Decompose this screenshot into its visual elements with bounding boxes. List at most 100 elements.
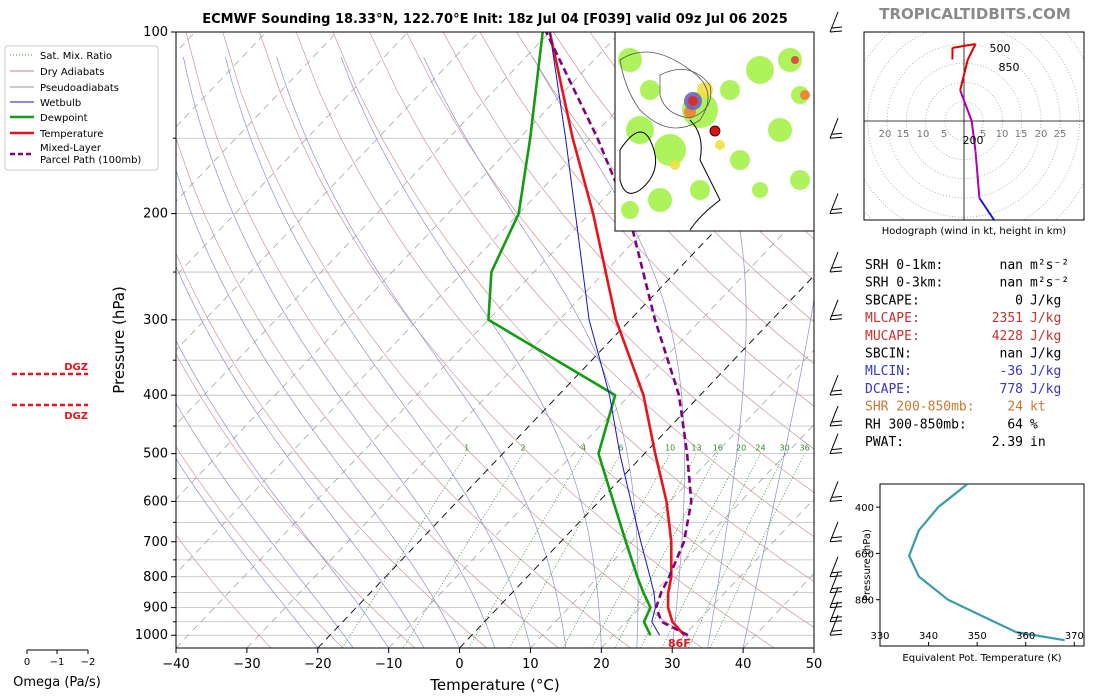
wind-barb-flag — [829, 318, 843, 321]
pseudoadiabat — [182, 56, 496, 648]
pseudoadiabat — [176, 402, 354, 648]
mixing-ratio-line — [591, 453, 697, 648]
index-unit: in — [1030, 435, 1046, 450]
dgz-label-top: DGZ — [64, 362, 88, 373]
wind-barb-staff — [829, 11, 839, 33]
surface-temp-label: 86F — [668, 637, 691, 650]
wind-barb-flag — [831, 536, 843, 539]
precip-blob — [621, 201, 639, 219]
precip-blob — [648, 188, 672, 212]
index-value: 0 — [1015, 293, 1023, 308]
theta-e-frame — [879, 483, 1085, 647]
theta-e-y-tick-label: 600 — [855, 549, 874, 560]
pseudoadiabat — [176, 339, 389, 648]
legend-label-parcel-2: Parcel Path (100mb) — [40, 155, 141, 166]
index-value: 64 — [1007, 417, 1023, 432]
index-label: SBCAPE: — [865, 293, 920, 308]
index-unit: J/kg — [1030, 382, 1061, 397]
wind-barb-staff — [829, 299, 839, 320]
inset-map — [615, 32, 814, 231]
precip-blob — [800, 90, 810, 100]
pseudoadiabat — [225, 56, 531, 648]
mixing-ratio-line — [661, 453, 761, 648]
theta-e-x-tick-label: 360 — [1016, 631, 1035, 642]
wind-barb-flag — [829, 575, 843, 578]
index-value: nan — [1000, 276, 1023, 291]
legend: Sat. Mix. Ratio Dry Adiabats Pseudoadiab… — [4, 45, 159, 171]
wind-barb-staff — [829, 193, 839, 214]
wind-barb-flag — [831, 420, 843, 423]
precip-blob — [626, 116, 654, 144]
wind-barb-staff — [829, 481, 839, 502]
pseudoadiabat — [176, 169, 460, 648]
series-dewpoint — [487, 32, 652, 636]
index-value: -36 — [1000, 364, 1023, 379]
hodo-ring-label: 25 — [1054, 129, 1067, 140]
pressure-tick-label: 1000 — [135, 628, 168, 643]
hodograph-frame — [863, 31, 1085, 221]
dry-adiabat — [406, 32, 814, 493]
wind-barb-flag — [829, 136, 843, 139]
temperature-tick-label: 10 — [522, 657, 539, 672]
theta-e-trace — [907, 484, 1065, 642]
temperature-tick-label: 0 — [455, 657, 463, 672]
wind-barb-flag — [829, 212, 843, 215]
series-temperature — [548, 32, 686, 637]
precip-blob — [690, 180, 710, 200]
pressure-tick-label: 600 — [143, 494, 168, 509]
temperature-tick-label: 30 — [664, 657, 681, 672]
pressure-tick-label: 100 — [143, 25, 168, 40]
dry-adiabat — [552, 32, 814, 323]
wind-barb-staff — [829, 521, 839, 542]
wind-barb-staff — [829, 615, 839, 636]
mixing-ratio-label: 6 — [618, 444, 623, 453]
pseudoadiabat — [276, 56, 567, 648]
dry-adiabat — [176, 353, 416, 648]
hodo-segment — [952, 43, 976, 49]
wind-barbs — [829, 11, 843, 636]
pressure-tick-label: 700 — [143, 535, 168, 550]
chart-title: ECMWF Sounding 18.33°N, 122.70°E Init: 1… — [202, 12, 788, 27]
index-value: 2351 — [992, 311, 1023, 326]
coastline-west — [619, 131, 657, 194]
temperature-tick-label: −40 — [162, 657, 189, 672]
legend-label-dry: Dry Adiabats — [40, 67, 104, 78]
pressure-ticks: 100 200 300 400 500 600 700 800 900 1000 — [135, 25, 176, 643]
wind-barb-flag — [831, 208, 843, 211]
hodo-ring-label: 15 — [1015, 129, 1028, 140]
theta-e-x-tick-label: 350 — [968, 631, 987, 642]
hodo-segment — [978, 197, 996, 220]
index-unit: J/kg — [1030, 329, 1061, 344]
precip-blob — [790, 170, 810, 190]
wind-barb-staff — [829, 556, 839, 577]
hodo-level-200: 200 — [963, 134, 984, 147]
mixing-ratio-lines — [341, 453, 805, 648]
isotherm-line — [176, 32, 409, 277]
index-value: nan — [1000, 347, 1023, 362]
pressure-tick-label: 800 — [143, 570, 168, 585]
mixing-ratio-label: 36 — [800, 444, 810, 453]
pseudoadiabat — [742, 297, 814, 648]
wind-barb-staff — [829, 587, 839, 608]
pseudoadiabat — [423, 56, 639, 648]
omega-tick-label-2: −2 — [81, 657, 96, 668]
wind-barb-flag — [831, 495, 843, 498]
pressure-tick-label: 200 — [143, 207, 168, 222]
temperature-tick-label: 50 — [806, 657, 823, 672]
hodograph-caption: Hodograph (wind in kt, height in km) — [882, 226, 1067, 237]
wind-barb-staff — [829, 374, 839, 396]
wind-barb-flag — [829, 633, 843, 636]
index-label: SBCIN: — [865, 347, 912, 362]
index-label: PWAT: — [865, 435, 904, 450]
brand-watermark: TROPICALTIDBITS.COM — [879, 5, 1071, 23]
index-label: MUCAPE: — [865, 329, 920, 344]
precip-blob — [640, 80, 660, 100]
omega-tick-label-1: −1 — [50, 657, 65, 668]
legend-label-wetbulb: Wetbulb — [40, 98, 81, 109]
precip-blob — [778, 48, 802, 72]
legend-label-dewpoint: Dewpoint — [40, 113, 88, 124]
legend-label-moist: Pseudoadiabats — [40, 83, 119, 94]
isotherm-line — [459, 275, 814, 648]
omega-tick-label-0: 0 — [24, 657, 30, 668]
index-label: SRH 0-3km: — [865, 276, 943, 291]
